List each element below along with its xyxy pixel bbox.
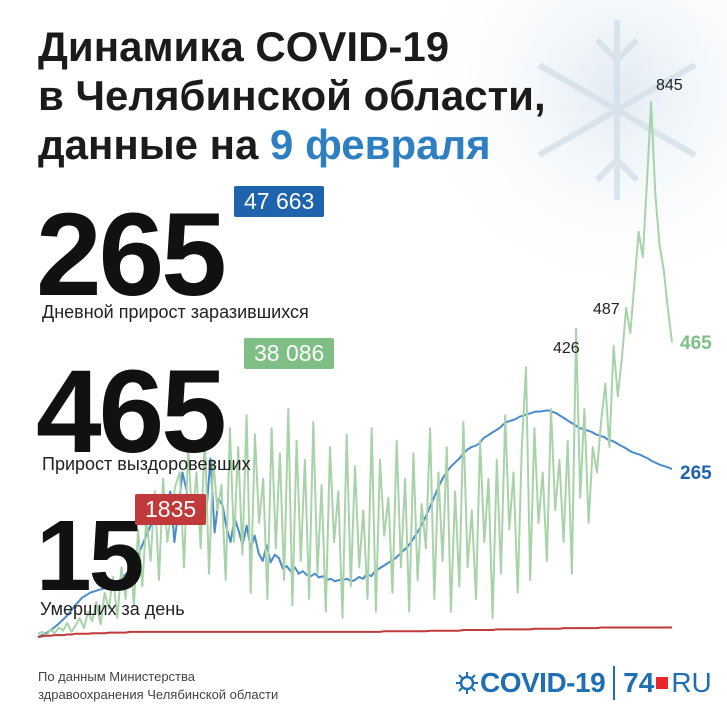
snowflake-background <box>367 0 727 360</box>
logo-ru-text: RU <box>671 667 712 698</box>
source-line-2: здравоохранения Челябинской области <box>38 687 279 702</box>
logo-covid-text: COVID-19 <box>480 667 606 698</box>
title-line-3-prefix: данные на <box>38 121 271 168</box>
infected-label: Дневной прирост заразившихся <box>42 302 309 322</box>
series-line-infected <box>37 409 673 638</box>
recovered-daily-value: 465 <box>36 346 227 478</box>
source-line-1: По данным Министерства <box>38 669 195 684</box>
infected-total-badge: 47 663 <box>234 186 325 217</box>
recovered-total-badge: 38 086 <box>244 338 335 369</box>
title-line-3: данные на 9 февраля <box>38 120 546 169</box>
deaths-label: Умерших за день <box>40 599 185 619</box>
title-date: 9 февраля <box>270 121 491 168</box>
brand-logo: COVID-19 74 RU <box>456 663 712 703</box>
source-note: По данным Министерства здравоохранения Ч… <box>38 668 278 704</box>
peak-label-487: 487 <box>593 301 620 318</box>
logo-separator <box>613 666 616 700</box>
series-line-deaths <box>37 626 672 638</box>
end-label-recovered: 465 <box>680 333 712 354</box>
deaths-total-badge: 1835 <box>135 494 207 525</box>
infected-daily-value: 265 <box>36 189 227 321</box>
chart-title: Динамика COVID-19 в Челябинской области,… <box>38 22 546 169</box>
deaths-daily-value: 15 <box>36 500 144 612</box>
virus-icon <box>456 672 478 694</box>
series-line-recovered <box>37 101 673 637</box>
title-line-1: Динамика COVID-19 <box>38 23 450 70</box>
logo-74-text: 74 <box>623 667 655 698</box>
peak-label-845: 845 <box>656 77 683 94</box>
logo-red-square <box>656 677 669 689</box>
recovered-label: Прирост выздоровевших <box>42 454 251 474</box>
peak-label-426: 426 <box>553 340 580 357</box>
title-line-2: в Челябинской области, <box>38 72 546 119</box>
end-label-infected: 265 <box>680 463 712 484</box>
